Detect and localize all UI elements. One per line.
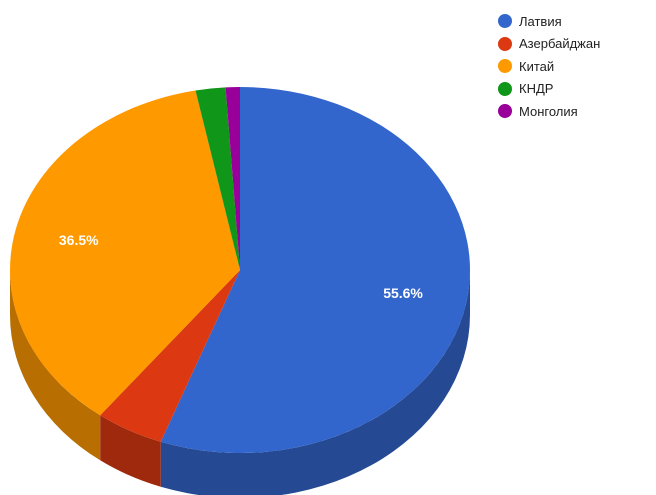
pie-data-labels: 55.6% 36.5% <box>59 232 424 301</box>
data-label-2: 36.5% <box>59 232 99 248</box>
legend-item-2: Китай <box>498 55 600 78</box>
legend-label: КНДР <box>519 81 554 97</box>
legend-item-1: Азербайджан <box>498 33 600 56</box>
legend-item-4: Монголия <box>498 100 600 123</box>
legend-item-0: Латвия <box>498 10 600 33</box>
legend-swatch <box>498 59 512 74</box>
pie-sides <box>10 270 470 495</box>
chart-legend: Латвия Азербайджан Китай КНДР Монголия <box>498 10 600 123</box>
legend-swatch <box>498 36 512 51</box>
legend-label: Латвия <box>519 13 562 29</box>
legend-swatch <box>498 81 512 96</box>
pie-side-2 <box>10 270 101 461</box>
legend-swatch <box>498 14 512 29</box>
pie-slices <box>10 87 471 454</box>
legend-label: Азербайджан <box>519 36 601 52</box>
data-label-0: 55.6% <box>383 285 423 301</box>
legend-swatch <box>498 104 512 119</box>
slice-0 <box>160 87 471 454</box>
slice-4 <box>225 87 240 270</box>
slice-3 <box>195 87 240 270</box>
legend-label: Китай <box>519 58 555 74</box>
legend-label: Монголия <box>519 103 578 119</box>
legend-item-3: КНДР <box>498 78 600 101</box>
pie-side-1 <box>100 415 161 487</box>
slice-1 <box>100 270 241 442</box>
slice-2 <box>10 90 240 416</box>
pie-side-0 <box>160 270 470 495</box>
